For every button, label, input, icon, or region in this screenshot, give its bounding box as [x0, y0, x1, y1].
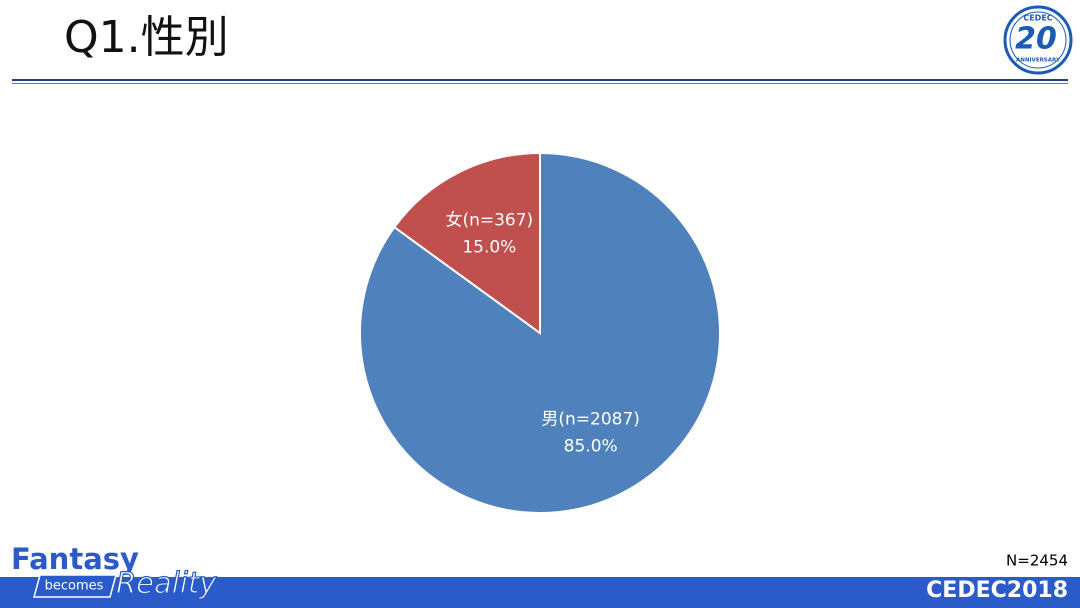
sample-size-note: N=2454: [1006, 552, 1068, 570]
footer-tagline: Fantasy: [11, 542, 139, 576]
footer-tagline: becomes: [45, 579, 104, 594]
slice-category-label: 女(n=367): [445, 211, 533, 231]
logo: CEDEC 20 ANNIVERSARY: [1003, 5, 1073, 75]
slice-value-label: 15.0%: [462, 238, 516, 258]
logo-brand: CEDEC: [1023, 14, 1052, 23]
header-rule: [12, 83, 1068, 84]
slide-title: Q1.性別: [64, 12, 229, 63]
footer-tagline: Reality: [116, 566, 217, 600]
slice-category-label: 男(n=2087): [541, 409, 640, 429]
pie-chart: 男(n=2087) 85.0% 女(n=367) 15.0%: [359, 151, 721, 514]
slice-value-label: 85.0%: [564, 436, 618, 456]
logo-ring: [1003, 5, 1073, 75]
pie-slice: [359, 151, 721, 514]
logo-number: 20: [1015, 22, 1057, 57]
footer-event: CEDEC2018: [926, 578, 1068, 603]
logo-caption: ANNIVERSARY: [1016, 58, 1061, 64]
pie-slice: [392, 151, 541, 335]
tagline-box: [33, 574, 117, 598]
footer-band: [0, 577, 1080, 608]
header-rule: [12, 79, 1068, 81]
logo-ring: [1009, 11, 1067, 69]
